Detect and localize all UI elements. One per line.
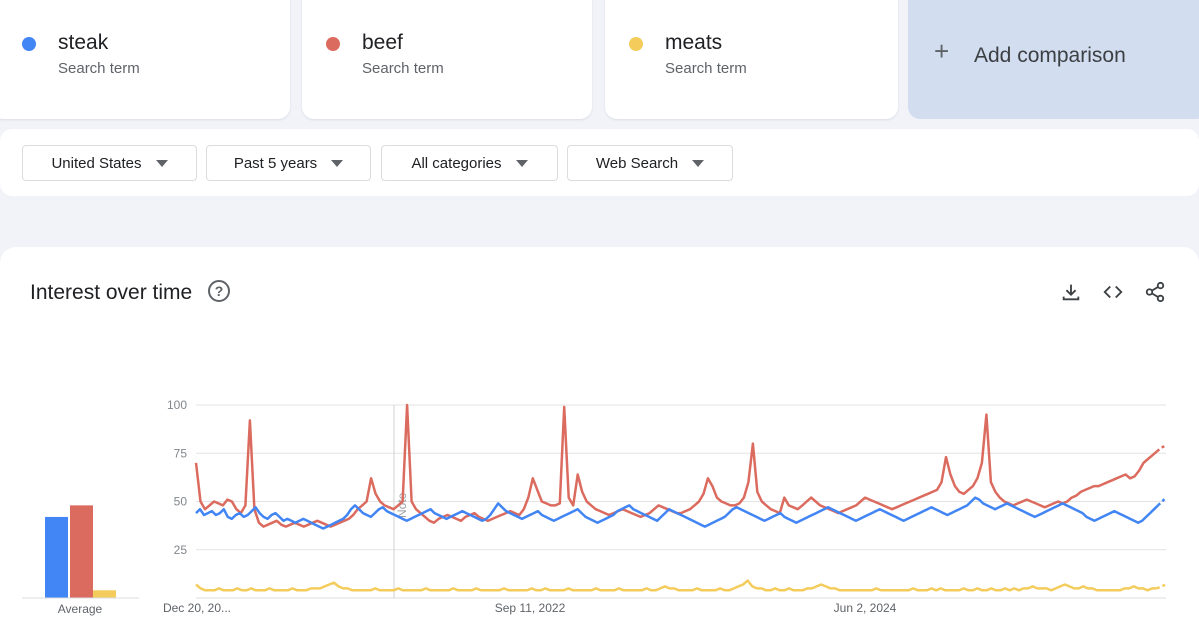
plus-icon: + (934, 36, 950, 66)
download-icon[interactable] (1060, 281, 1082, 303)
term-name-beef: beef (362, 31, 403, 54)
share-icon[interactable] (1144, 281, 1166, 303)
add-comparison-label: Add comparison (974, 44, 1126, 67)
note-annotation[interactable]: Note (395, 492, 409, 518)
series-line-beef (194, 403, 1158, 528)
series-partial-steak (1157, 496, 1167, 507)
average-bar-steak (45, 516, 68, 598)
beef-color-dot (326, 37, 340, 51)
term-name-meats: meats (665, 31, 723, 54)
average-bar-meats (93, 590, 116, 598)
time-range-dropdown[interactable]: Past 5 years (206, 145, 371, 181)
y-tick-label: 75 (174, 446, 188, 460)
series-partial-beef (1156, 444, 1167, 453)
time-range-value: Past 5 years (233, 154, 318, 172)
average-label: Average (58, 602, 103, 616)
term-sub-steak: Search term (58, 60, 140, 77)
help-icon[interactable]: ? (208, 280, 230, 302)
caret-down-icon (155, 159, 168, 167)
term-card-beef[interactable]: beef Search term (302, 0, 592, 119)
series-line-steak (195, 496, 1159, 530)
term-card-meats[interactable]: meats Search term (605, 0, 898, 119)
x-tick-label: Dec 20, 20... (163, 601, 231, 615)
y-tick-label: 50 (174, 495, 188, 509)
steak-color-dot (22, 37, 36, 51)
category-dropdown[interactable]: All categories (381, 145, 558, 181)
chart-title: Interest over time (30, 281, 193, 304)
series-line-meats (195, 579, 1157, 592)
chart-series (194, 403, 1167, 592)
chart-grid: 25 50 75 100 Note (167, 398, 1166, 599)
interest-over-time-card: Interest over time ? (0, 247, 1199, 621)
x-tick-label: Jun 2, 2024 (834, 601, 897, 615)
caret-down-icon (515, 159, 528, 167)
filter-bar: United States Past 5 years All categorie… (0, 129, 1199, 196)
search-type-value: Web Search (595, 154, 679, 172)
y-tick-label: 100 (167, 398, 187, 412)
term-sub-meats: Search term (665, 60, 747, 77)
category-value: All categories (411, 154, 502, 172)
average-bars: Average (22, 505, 139, 616)
search-type-dropdown[interactable]: Web Search (567, 145, 733, 181)
caret-down-icon (331, 159, 344, 167)
x-tick-label: Sep 11, 2022 (495, 601, 566, 615)
x-tick-labels: Dec 20, 20... Sep 11, 2022 Jun 2, 2024 (163, 601, 897, 615)
average-bar-beef (70, 505, 93, 598)
term-name-steak: steak (58, 31, 109, 54)
region-value: United States (51, 154, 142, 172)
term-card-steak[interactable]: steak Search term (0, 0, 290, 119)
region-dropdown[interactable]: United States (22, 145, 197, 181)
add-comparison-button[interactable]: + Add comparison (908, 0, 1199, 119)
series-partial-meats (1156, 583, 1167, 590)
meats-color-dot (629, 37, 643, 51)
term-sub-beef: Search term (362, 60, 444, 77)
y-tick-label: 25 (174, 543, 188, 557)
caret-down-icon (692, 159, 705, 167)
embed-icon[interactable] (1102, 281, 1124, 303)
